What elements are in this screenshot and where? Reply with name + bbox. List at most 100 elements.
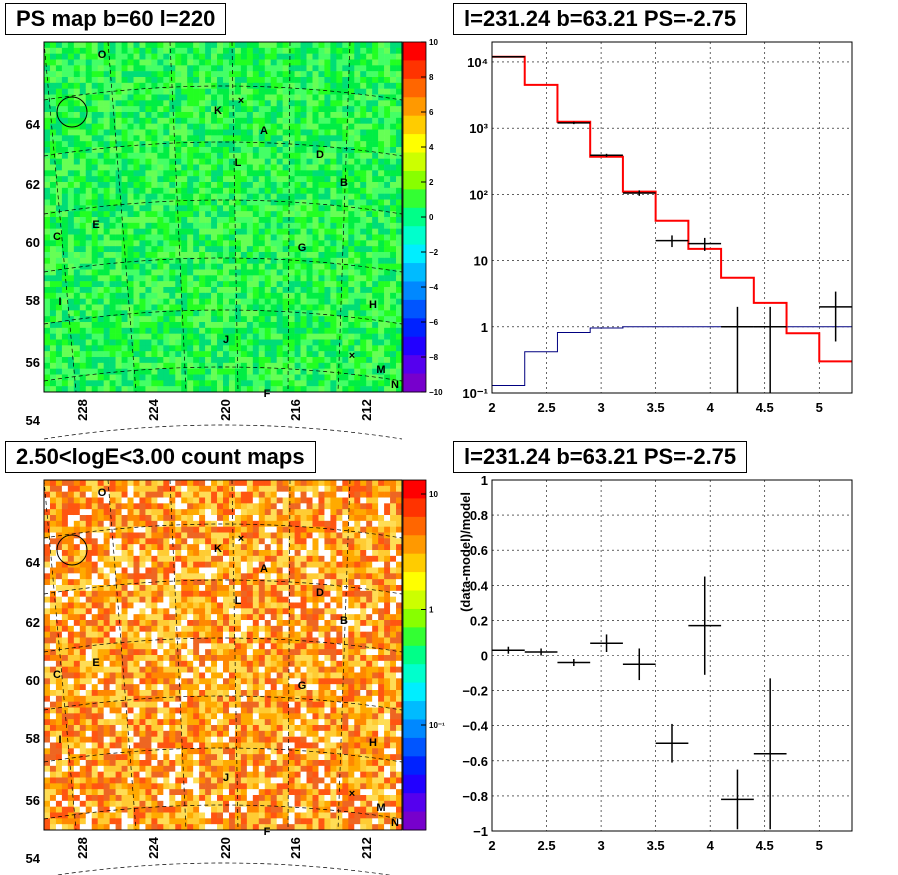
map-pixel [91,65,98,72]
map-pixel [264,339,272,346]
map-pixel [372,234,379,241]
map-pixel [330,368,337,375]
map-pixel [252,129,260,136]
map-pixel [79,322,87,329]
map-pixel [115,480,122,487]
map-pixel [109,222,116,229]
map-pixel [294,71,301,78]
map-pixel [49,742,57,749]
map-pixel [151,182,158,189]
map-pixel [103,736,110,743]
map-pixel [390,281,397,288]
map-pixel [163,327,170,334]
map-pixel [61,351,69,358]
map-pixel [163,485,170,492]
map-pixel [85,579,93,586]
source-label-O: O [98,49,107,61]
map-pixel [139,777,146,784]
map-pixel [73,217,81,224]
map-pixel [145,292,152,299]
map-pixel [217,292,224,299]
map-pixel [79,620,87,627]
map-pixel [145,532,152,539]
ps-map-frame [43,41,403,393]
map-pixel [282,158,289,165]
map-pixel [157,760,164,767]
map-pixel [157,53,164,60]
map-pixel [97,690,104,697]
map-pixel [133,812,140,819]
map-pixel [79,526,87,533]
map-pixel [79,222,87,229]
colorbar-tick-label: −6 [429,318,439,327]
map-pixel [44,526,51,533]
map-pixel [378,257,385,264]
map-pixel [360,380,367,387]
map-pixel [342,269,349,276]
map-pixel [205,112,212,119]
map-pixel [79,678,87,685]
map-pixel [366,117,373,124]
map-pixel [79,690,87,697]
map-pixel [73,789,81,796]
map-pixel [348,246,355,253]
map-pixel [44,71,51,78]
map-pixel [103,240,110,247]
map-pixel [181,106,188,113]
map-pixel [312,147,319,154]
map-pixel [151,491,158,498]
map-pixel [366,187,373,194]
map-pixel [211,246,218,253]
map-pixel [199,234,206,241]
map-pixel [336,234,343,241]
map-pixel [157,112,164,119]
map-pixel [133,281,140,288]
map-pixel [73,678,81,685]
map-pixel [211,117,218,124]
map-pixel [181,135,188,142]
map-pixel [91,362,98,369]
map-pixel [330,42,337,49]
map-pixel [133,53,140,60]
map-pixel [163,345,170,352]
map-pixel [79,695,87,702]
map-pixel [79,760,87,767]
map-pixel [264,141,272,148]
map-pixel [163,42,170,49]
map-pixel [324,322,331,329]
longitude-gridline [43,41,77,393]
map-pixel [85,643,93,650]
map-pixel [49,777,57,784]
map-pixel [300,164,307,171]
map-pixel [79,485,87,492]
map-pixel [139,730,146,737]
map-pixel [211,59,218,66]
map-pixel [336,345,343,352]
source-label-N: N [391,379,399,391]
map-pixel [342,339,349,346]
map-pixel [264,386,272,393]
map-pixel [49,240,57,247]
map-pixel [199,59,206,66]
map-pixel [91,550,98,557]
map-pixel [169,485,176,492]
map-pixel [157,672,164,679]
map-pixel [139,748,146,755]
map-pixel [366,147,373,154]
map-pixel [169,561,176,568]
map-pixel [49,631,57,638]
map-pixel [145,555,152,562]
map-pixel [121,257,128,264]
map-pixel [276,193,283,200]
map-pixel [306,182,313,189]
map-pixel [270,71,277,78]
map-pixel [163,164,170,171]
map-pixel [103,164,110,171]
map-pixel [49,222,57,229]
map-pixel [372,275,379,282]
map-pixel [49,567,57,574]
map-pixel [282,287,289,294]
map-pixel [258,310,266,317]
map-pixel [181,240,188,247]
map-pixel [127,491,134,498]
